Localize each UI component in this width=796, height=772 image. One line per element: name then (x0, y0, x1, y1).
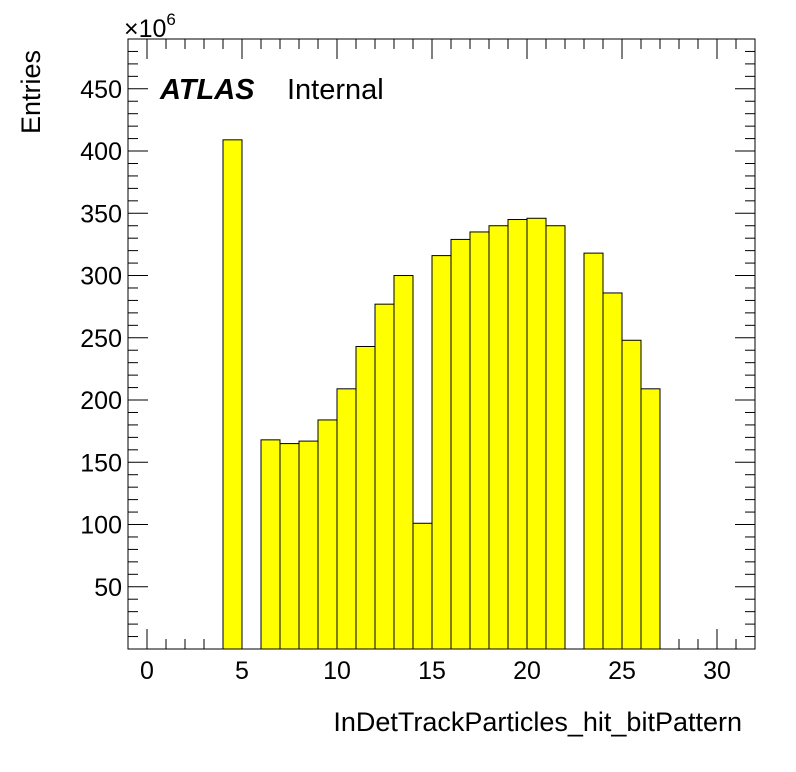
y-tick-label: 300 (80, 263, 122, 291)
x-tick-label: 5 (235, 657, 249, 685)
histogram-bin (431, 255, 452, 650)
x-tick-labels: 0 5 10 15 20 25 30 (140, 657, 731, 685)
histogram-bin (336, 388, 357, 650)
y-axis-title: Entries (16, 50, 46, 134)
histogram-bin (279, 443, 300, 650)
y-tick-labels: 50 100 150 200 250 300 350 400 450 (80, 76, 122, 602)
histogram-bin (526, 217, 547, 650)
plot-frame (127, 38, 756, 650)
histogram-bin (621, 339, 642, 650)
x-tick-label: 0 (140, 657, 154, 685)
histogram-bin (488, 225, 509, 650)
histogram-bin (222, 139, 243, 650)
histogram-bin (640, 388, 661, 650)
atlas-label: ATLAS (159, 74, 255, 106)
axis-ticks (128, 39, 755, 649)
histogram-bin (545, 225, 566, 650)
x-axis-title: InDetTrackParticles_hit_bitPattern (333, 707, 742, 737)
x-tick-label: 25 (608, 657, 636, 685)
y-tick-label: 400 (80, 138, 122, 166)
y-tick-label: 100 (80, 512, 122, 540)
histogram-bars (222, 139, 661, 650)
y-multiplier: ×106 (124, 10, 176, 43)
histogram-bin (298, 440, 319, 650)
internal-label: Internal (287, 74, 384, 106)
x-tick-label: 10 (323, 657, 351, 685)
histogram-bin (507, 219, 528, 650)
histogram-bin (602, 292, 623, 650)
y-tick-label: 350 (80, 200, 122, 228)
histogram-bin (469, 231, 490, 650)
x-tick-label: 20 (513, 657, 541, 685)
y-tick-label: 50 (94, 574, 122, 602)
histogram-bin (260, 439, 281, 650)
histogram-bin (412, 522, 433, 650)
y-tick-label: 450 (80, 76, 122, 104)
histogram-bin (583, 252, 604, 650)
histogram-bin (374, 303, 395, 650)
histogram-bin (355, 345, 376, 650)
y-tick-label: 200 (80, 387, 122, 415)
histogram-bin (450, 238, 471, 650)
y-tick-label: 150 (80, 449, 122, 477)
histogram-bin (393, 275, 414, 650)
x-tick-label: 15 (418, 657, 446, 685)
y-tick-label: 250 (80, 325, 122, 353)
x-tick-label: 30 (703, 657, 731, 685)
histogram-bin (317, 419, 338, 650)
